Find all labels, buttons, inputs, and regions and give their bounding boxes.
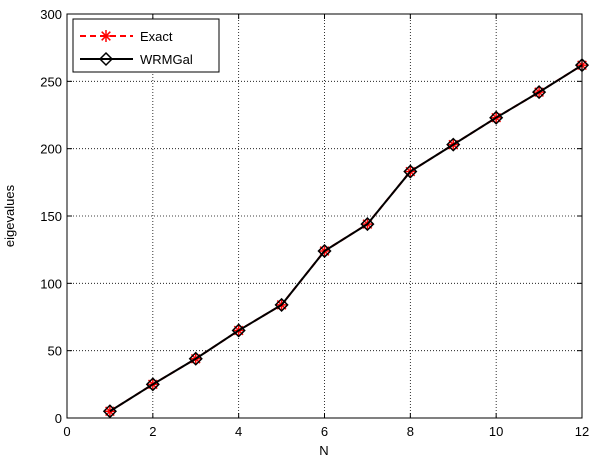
data-point-wrmgal xyxy=(231,323,246,338)
x-tick-label: 10 xyxy=(489,424,503,439)
x-tick-label: 6 xyxy=(321,424,328,439)
data-point-wrmgal xyxy=(317,243,332,259)
y-tick-label: 50 xyxy=(48,344,62,359)
y-tick-label: 0 xyxy=(55,411,62,426)
y-tick-label: 200 xyxy=(40,142,62,157)
data-point-wrmgal xyxy=(274,297,289,312)
data-point-wrmgal xyxy=(446,137,461,152)
legend-marker-exact xyxy=(100,30,112,42)
y-tick-label: 100 xyxy=(40,276,62,291)
x-tick-label: 0 xyxy=(63,424,70,439)
data-point-wrmgal xyxy=(532,85,547,100)
legend-marker-wrmgal xyxy=(98,51,114,67)
legend-diamond-icon xyxy=(98,51,114,67)
legend-label-exact: Exact xyxy=(140,29,173,44)
x-axis-label: N xyxy=(319,443,328,458)
legend-asterisk-icon xyxy=(100,30,112,42)
y-tick-label: 250 xyxy=(40,74,62,89)
y-tick-label: 300 xyxy=(40,7,62,22)
legend-label-wrmgal: WRMGal xyxy=(140,52,193,67)
asterisk-stroke xyxy=(101,31,111,41)
y-axis-ticks: 0 50 100 150 200 250 300 xyxy=(40,7,582,426)
legend-entry-exact: Exact xyxy=(80,29,173,44)
grid-lines xyxy=(67,14,582,418)
y-axis-label: eigevalues xyxy=(2,184,17,247)
x-tick-label: 8 xyxy=(407,424,414,439)
legend: Exact WRMGal xyxy=(72,18,220,73)
data-point-wrmgal xyxy=(145,377,160,392)
legend-entry-wrmgal: WRMGal xyxy=(80,51,193,67)
x-axis-ticks: 0 2 4 6 8 10 12 xyxy=(63,14,589,439)
x-tick-label: 4 xyxy=(235,424,242,439)
data-point-wrmgal xyxy=(102,404,117,419)
series-markers xyxy=(102,58,590,419)
data-point-wrmgal xyxy=(188,351,203,366)
series-line-wrmgal xyxy=(109,64,583,413)
data-point-wrmgal xyxy=(360,217,375,232)
y-tick-label: 150 xyxy=(40,209,62,224)
legend-box xyxy=(72,18,220,73)
data-point-wrmgal xyxy=(403,164,418,179)
data-point-wrmgal xyxy=(489,110,504,125)
x-tick-label: 2 xyxy=(149,424,156,439)
x-tick-label: 12 xyxy=(575,424,589,439)
